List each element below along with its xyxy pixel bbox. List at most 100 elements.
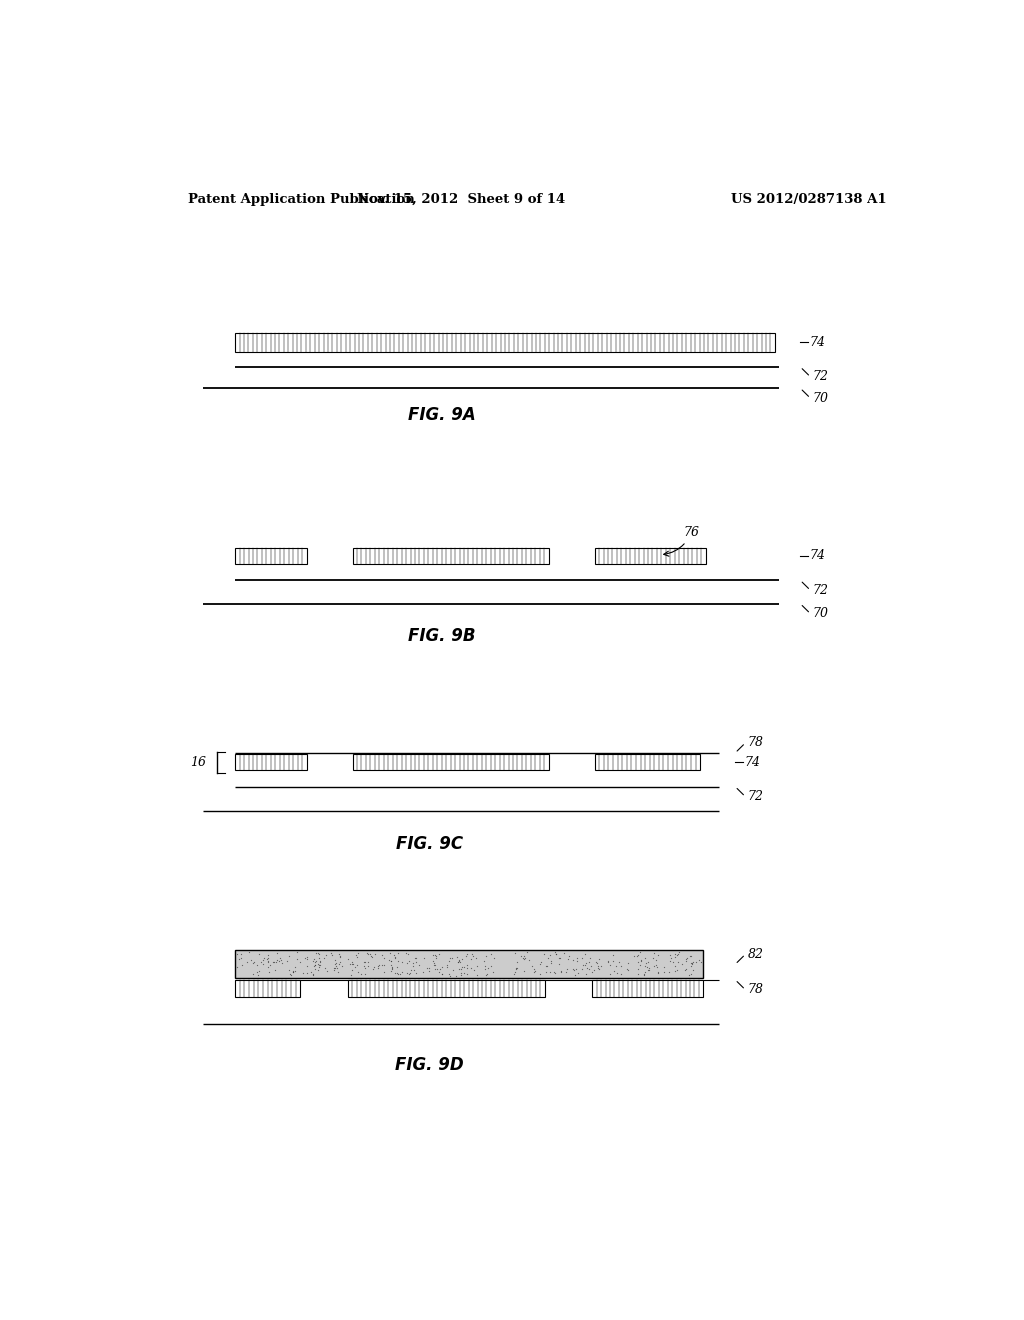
Point xyxy=(621,960,637,981)
Point xyxy=(633,950,649,972)
Text: 74: 74 xyxy=(810,549,825,562)
Point xyxy=(312,954,329,975)
Bar xyxy=(236,548,306,564)
Bar xyxy=(236,950,703,978)
Point xyxy=(669,945,685,966)
Text: 74: 74 xyxy=(810,335,825,348)
Point xyxy=(605,950,622,972)
Text: 70: 70 xyxy=(813,392,828,405)
Point xyxy=(469,965,485,986)
Point xyxy=(285,961,301,982)
Point xyxy=(365,958,381,979)
Point xyxy=(404,956,421,977)
Point xyxy=(250,965,266,986)
Point xyxy=(316,958,333,979)
Point xyxy=(630,952,646,973)
Point xyxy=(444,960,461,981)
Point xyxy=(456,957,472,978)
Point xyxy=(477,958,494,979)
Point xyxy=(350,961,367,982)
Point xyxy=(469,956,485,977)
Point xyxy=(401,962,418,983)
Point xyxy=(482,944,499,965)
Point xyxy=(384,957,400,978)
Point xyxy=(586,960,602,981)
Point xyxy=(299,962,315,983)
Point xyxy=(440,950,457,972)
Point xyxy=(553,961,569,982)
Point xyxy=(579,958,595,979)
Point xyxy=(280,950,296,972)
Point xyxy=(265,952,282,973)
Point xyxy=(531,964,548,985)
Point xyxy=(309,960,326,981)
Point xyxy=(242,941,258,962)
Point xyxy=(558,958,574,979)
Point xyxy=(239,952,255,973)
Point xyxy=(613,964,630,985)
Point xyxy=(548,944,564,965)
Point xyxy=(560,948,577,969)
Point xyxy=(229,957,246,978)
Point xyxy=(389,942,406,964)
Point xyxy=(630,944,646,965)
Point xyxy=(285,960,301,981)
Point xyxy=(374,954,390,975)
Point xyxy=(486,948,503,969)
Point xyxy=(644,946,660,968)
Point xyxy=(299,956,315,977)
Point xyxy=(295,962,311,983)
Point xyxy=(536,944,552,965)
Point xyxy=(326,960,342,981)
Point xyxy=(411,954,427,975)
Point xyxy=(273,949,290,970)
Point xyxy=(307,942,324,964)
Point xyxy=(543,950,559,972)
Point xyxy=(383,954,399,975)
Point xyxy=(650,962,667,983)
Point xyxy=(232,946,249,968)
Point xyxy=(266,952,283,973)
Point xyxy=(556,942,572,964)
Point xyxy=(685,960,701,981)
Point xyxy=(693,952,710,973)
Text: 72: 72 xyxy=(813,583,828,597)
Point xyxy=(350,942,367,964)
Point xyxy=(382,942,398,964)
Point xyxy=(256,948,272,969)
Point xyxy=(582,958,598,979)
Bar xyxy=(595,548,706,564)
Point xyxy=(477,956,494,977)
Point xyxy=(450,952,466,973)
Point xyxy=(289,948,305,969)
Point xyxy=(327,957,343,978)
Point xyxy=(297,948,313,969)
Point xyxy=(401,964,418,985)
Point xyxy=(678,950,694,972)
Point xyxy=(387,948,403,969)
Point xyxy=(332,946,348,968)
Point xyxy=(376,954,392,975)
Point xyxy=(584,956,600,977)
Point xyxy=(532,952,549,973)
Point xyxy=(547,962,563,983)
Point xyxy=(452,958,468,979)
Text: 78: 78 xyxy=(748,983,764,997)
Point xyxy=(357,957,374,978)
Point xyxy=(480,958,497,979)
Point xyxy=(425,950,441,972)
Point xyxy=(618,958,635,979)
Point xyxy=(434,964,451,985)
Text: US 2012/0287138 A1: US 2012/0287138 A1 xyxy=(731,193,887,206)
Point xyxy=(668,942,684,964)
Point xyxy=(454,948,470,969)
Point xyxy=(359,952,376,973)
Point xyxy=(464,944,480,965)
Point xyxy=(260,961,276,982)
Point xyxy=(667,960,683,981)
Point xyxy=(551,954,567,975)
Point xyxy=(245,964,261,985)
Point xyxy=(443,948,460,969)
Point xyxy=(636,964,652,985)
Point xyxy=(636,965,652,986)
